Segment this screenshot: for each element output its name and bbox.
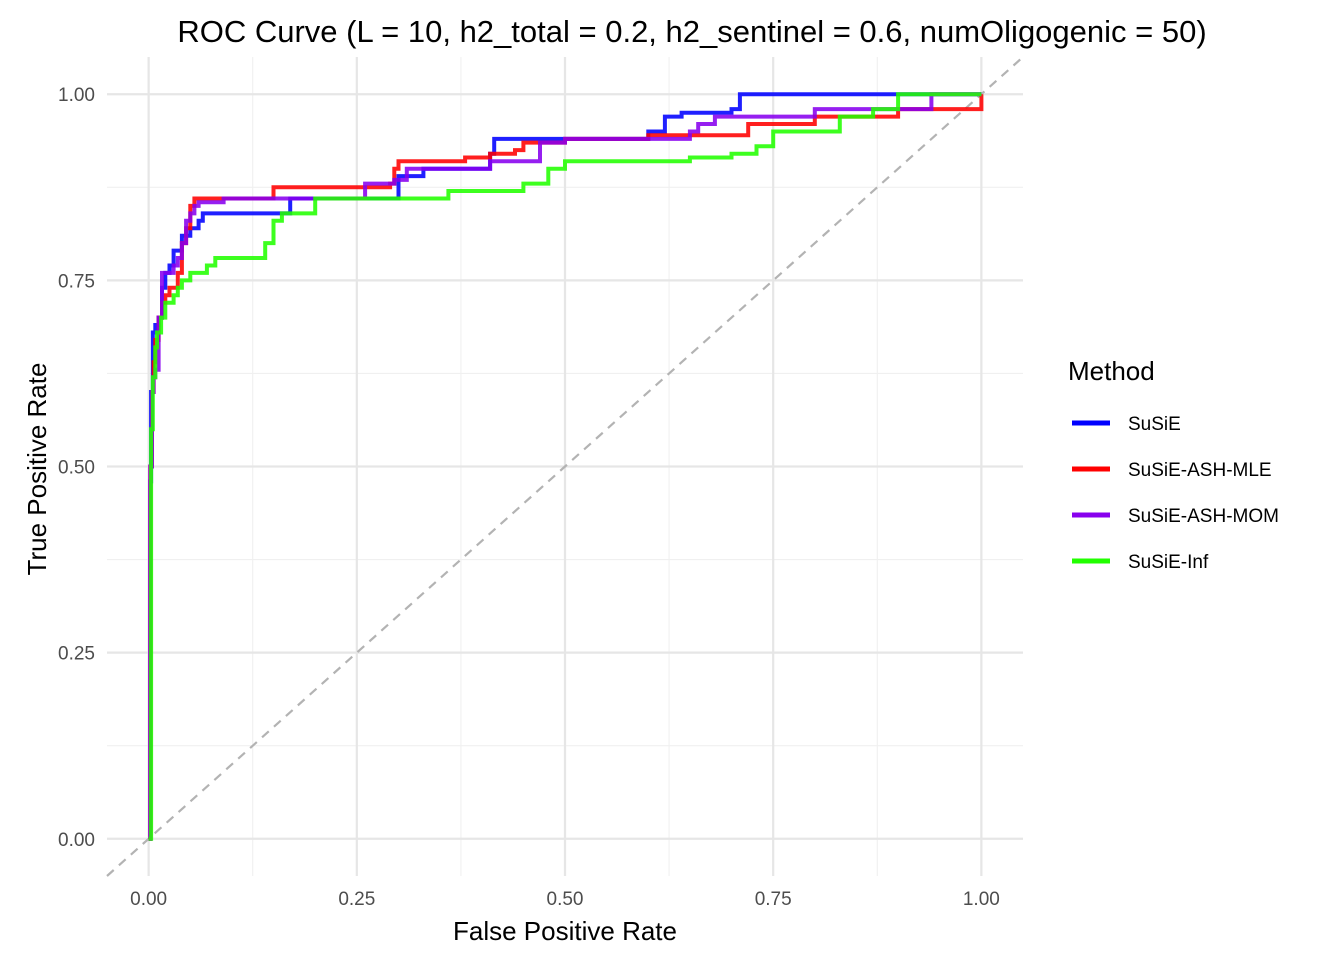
roc-curves — [148, 92, 984, 841]
legend-title: Method — [1068, 356, 1155, 386]
x-tick-label: 0.00 — [130, 889, 167, 910]
x-tick-label: 1.00 — [963, 889, 1000, 910]
legend-label: SuSiE-Inf — [1128, 552, 1209, 573]
legend: Method SuSiE SuSiE-ASH-MLE SuSiE-ASH-MOM Su… — [1068, 356, 1279, 573]
grid — [107, 57, 1023, 876]
axis-ticks: 0.00 0.25 0.50 0.75 1.00 0.00 0.25 0.50 0.75 1.00 — [58, 85, 1000, 910]
y-tick-label: 0.00 — [58, 830, 95, 851]
legend-label: SuSiE-ASH-MLE — [1128, 460, 1272, 481]
y-tick-label: 1.00 — [58, 85, 95, 106]
x-tick-label: 0.75 — [755, 889, 792, 910]
x-tick-label: 0.50 — [547, 889, 584, 910]
reference-diagonal — [106, 56, 1024, 877]
legend-label: SuSiE-ASH-MOM — [1128, 506, 1279, 527]
y-axis-title: True Positive Rate — [22, 363, 52, 576]
diagonal-reference-line — [106, 56, 1024, 877]
y-tick-label: 0.50 — [58, 458, 95, 479]
y-tick-label: 0.75 — [58, 271, 95, 292]
x-axis-title: False Positive Rate — [453, 916, 677, 946]
x-tick-label: 0.25 — [338, 889, 375, 910]
roc-series-susie-inf — [148, 92, 982, 841]
chart-title: ROC Curve (L = 10, h2_total = 0.2, h2_se… — [177, 14, 1206, 49]
y-tick-label: 0.25 — [58, 644, 95, 665]
legend-label: SuSiE — [1128, 414, 1181, 435]
